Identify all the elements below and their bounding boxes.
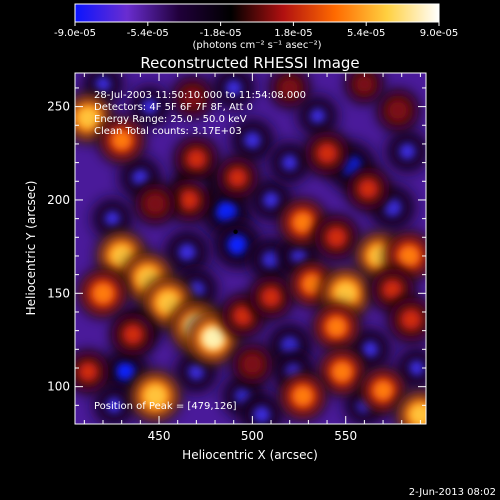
dark-source-core: [309, 107, 326, 124]
footer-date: 2-Jun-2013 08:02: [409, 487, 496, 498]
chart-title: Reconstructed RHESSI Image: [140, 54, 359, 72]
bright-source-core: [281, 80, 298, 96]
bright-source-core: [143, 384, 167, 408]
bright-source-core: [187, 149, 206, 169]
bright-source-core: [358, 179, 378, 198]
bright-source-core: [389, 101, 407, 119]
colorbar-tick-label: 1.8e-05: [274, 28, 312, 39]
dark-source-core: [227, 234, 248, 255]
colorbar-tick-label: -1.8e-05: [200, 28, 242, 39]
bright-source-core: [326, 227, 346, 247]
colorbar: -9.0e-05 -5.4e-05 -1.8e-05 1.8e-05 5.4e-05 9.…: [54, 3, 458, 51]
dark-source-core: [115, 361, 136, 382]
annotation-line: Clean Total counts: 3.17E+03: [94, 126, 242, 137]
x-tick-label: 450: [148, 429, 171, 443]
plot-frame: [74, 72, 427, 425]
bright-source-core: [233, 306, 253, 325]
x-tick-label: 550: [334, 429, 357, 443]
y-tick-label: 250: [47, 100, 70, 114]
bright-source-core: [292, 212, 313, 233]
colorbar-tick-label: -9.0e-05: [54, 28, 96, 39]
bright-source-core: [356, 76, 372, 92]
dark-source-core: [383, 198, 402, 217]
colorbar-ticks: -9.0e-05 -5.4e-05 -1.8e-05 1.8e-05 5.4e-05 9.…: [54, 22, 458, 39]
dark-source-core: [398, 142, 416, 160]
peak-position-label: Position of Peak = [479,126]: [94, 401, 237, 412]
bright-source-core: [79, 362, 97, 381]
colorbar-tick-label: 9.0e-05: [420, 28, 458, 39]
bright-source-core: [77, 107, 99, 129]
dark-source-core: [187, 363, 205, 381]
colorbar-tick-label: 5.4e-05: [347, 28, 385, 39]
bright-source-core: [110, 244, 133, 268]
bright-source-core: [373, 380, 393, 401]
dark-source-core: [281, 154, 298, 171]
dark-source-core: [243, 131, 262, 150]
annotation-line: 28-Jul-2003 11:50:10.000 to 11:54:08.000: [94, 90, 306, 101]
dark-source-core: [141, 98, 158, 115]
dark-source-core: [408, 360, 425, 376]
y-tick-label: 200: [47, 193, 70, 207]
peak-marker-group: [233, 229, 238, 234]
y-axis-label: Heliocentric Y (arcsec): [24, 181, 38, 316]
dark-source-core: [280, 336, 300, 355]
dark-source-core: [105, 397, 123, 414]
bright-source-core: [292, 385, 313, 407]
bright-source-core: [331, 361, 353, 382]
x-tick-label: 500: [241, 429, 264, 443]
colorbar-tick-label: -5.4e-05: [127, 28, 169, 39]
x-axis-label: Heliocentric X (arcsec): [182, 448, 318, 462]
bright-source-core: [401, 309, 421, 329]
bright-source-core: [184, 89, 201, 106]
y-tick-label: 100: [47, 380, 70, 394]
bright-source-core: [334, 281, 358, 305]
bright-source-core: [261, 287, 281, 307]
colorbar-strip: [74, 3, 440, 23]
annotation-line: Energy Range: 25.0 - 50.0 keV: [94, 114, 247, 125]
colorbar-units: (photons cm⁻² s⁻¹ asec⁻²): [192, 40, 321, 51]
dark-source-core: [361, 340, 379, 358]
peak-marker: [233, 229, 238, 234]
bright-source-core: [111, 130, 132, 151]
bright-source-core: [228, 168, 247, 187]
bright-source-core: [123, 325, 143, 344]
bright-source-core: [326, 316, 347, 338]
y-tick-label: 150: [47, 286, 70, 300]
bright-source-core: [156, 291, 180, 315]
dark-source-core: [104, 210, 121, 227]
bright-source-core: [317, 143, 337, 163]
dark-source-core: [290, 247, 308, 265]
annotation-line: Detectors: 4F 5F 6F 7F 8F, Att 0: [94, 102, 253, 113]
bright-source-core: [146, 195, 164, 213]
bright-source-core: [368, 245, 391, 267]
y-axis: 100 150 200 250: [47, 87, 426, 406]
x-axis: 450 500 550: [83, 73, 421, 443]
bright-source-core: [302, 274, 322, 294]
dark-source-core: [225, 79, 243, 97]
dark-source-core: [177, 243, 197, 262]
dark-source-core: [262, 191, 280, 209]
dark-source-core: [215, 200, 238, 223]
bright-source-core: [383, 280, 402, 299]
bright-source-core: [201, 326, 226, 351]
annotation-block: 28-Jul-2003 11:50:10.000 to 11:54:08.000…: [94, 90, 306, 137]
bright-source-core: [409, 403, 426, 424]
dark-source-core: [252, 405, 271, 424]
bright-source-core: [92, 282, 114, 304]
dark-source-core: [95, 76, 111, 93]
bright-sources: [75, 73, 426, 424]
plot-area: [75, 73, 426, 424]
dark-source-core: [131, 169, 149, 187]
dark-source-core: [261, 250, 281, 269]
bright-source-core: [243, 355, 261, 373]
bright-source-core: [179, 190, 199, 210]
bright-source-core: [398, 245, 420, 267]
